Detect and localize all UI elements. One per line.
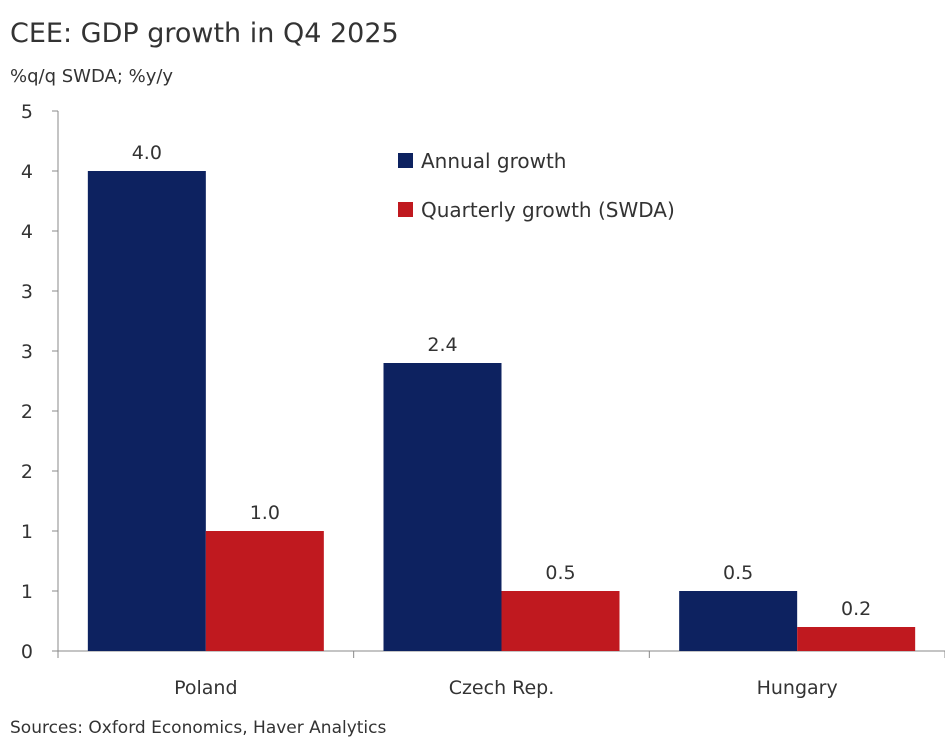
chart-title: CEE: GDP growth in Q4 2025 — [10, 18, 399, 49]
data-label: 0.5 — [723, 562, 753, 584]
data-label: 4.0 — [132, 142, 162, 164]
y-axis-label: %q/q SWDA; %y/y — [10, 66, 174, 87]
data-label: 0.5 — [545, 562, 575, 584]
y-tick-label: 0 — [21, 641, 33, 663]
x-tick-label: Poland — [174, 677, 237, 699]
y-tick-label: 4 — [21, 161, 33, 183]
legend-label: Quarterly growth (SWDA) — [421, 198, 675, 222]
y-tick-label: 5 — [21, 101, 33, 123]
x-tick-label: Czech Rep. — [449, 677, 555, 699]
y-tick-label: 2 — [21, 461, 33, 483]
y-tick-label: 3 — [21, 341, 33, 363]
legend-swatch — [398, 202, 413, 217]
data-label: 2.4 — [427, 334, 457, 356]
y-tick-label: 1 — [21, 581, 33, 603]
bar-annual — [383, 363, 502, 651]
bar-annual — [679, 591, 798, 651]
y-tick-label: 1 — [21, 521, 33, 543]
y-tick-label: 3 — [21, 281, 33, 303]
y-tick-label: 2 — [21, 401, 33, 423]
bar-quarterly — [797, 627, 916, 651]
data-label: 0.2 — [841, 598, 871, 620]
bar-annual — [87, 171, 206, 651]
legend-swatch — [398, 153, 413, 168]
x-tick-label: Hungary — [757, 677, 838, 699]
bar-quarterly — [501, 591, 620, 651]
bar-quarterly — [205, 531, 324, 651]
data-label: 1.0 — [250, 502, 280, 524]
legend-label: Annual growth — [421, 149, 566, 173]
y-tick-label: 4 — [21, 221, 33, 243]
source-note: Sources: Oxford Economics, Haver Analyti… — [10, 718, 387, 738]
